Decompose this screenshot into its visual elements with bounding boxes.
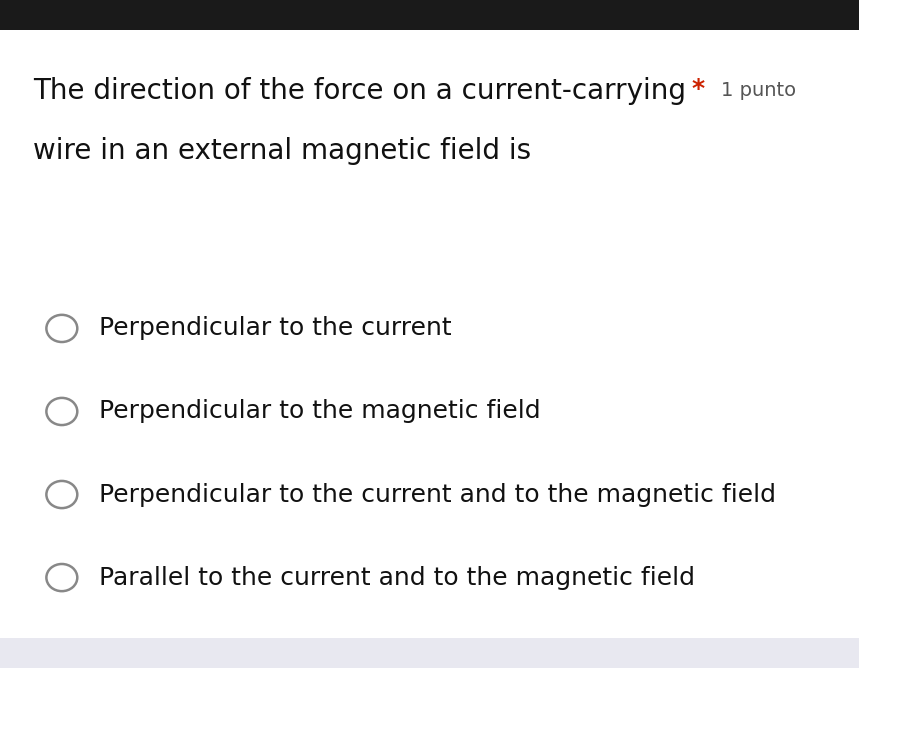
FancyBboxPatch shape bbox=[0, 638, 859, 668]
Text: 1 punto: 1 punto bbox=[722, 81, 796, 100]
Circle shape bbox=[46, 564, 77, 591]
Text: Perpendicular to the current: Perpendicular to the current bbox=[98, 316, 451, 341]
Circle shape bbox=[46, 481, 77, 508]
FancyBboxPatch shape bbox=[0, 0, 859, 30]
Text: The direction of the force on a current-carrying: The direction of the force on a current-… bbox=[33, 76, 686, 105]
Text: Perpendicular to the magnetic field: Perpendicular to the magnetic field bbox=[98, 399, 540, 424]
Text: wire in an external magnetic field is: wire in an external magnetic field is bbox=[33, 137, 531, 165]
Text: Parallel to the current and to the magnetic field: Parallel to the current and to the magne… bbox=[98, 565, 695, 590]
Text: *: * bbox=[691, 77, 704, 101]
Circle shape bbox=[46, 315, 77, 342]
Circle shape bbox=[46, 398, 77, 425]
Text: Perpendicular to the current and to the magnetic field: Perpendicular to the current and to the … bbox=[98, 482, 776, 507]
